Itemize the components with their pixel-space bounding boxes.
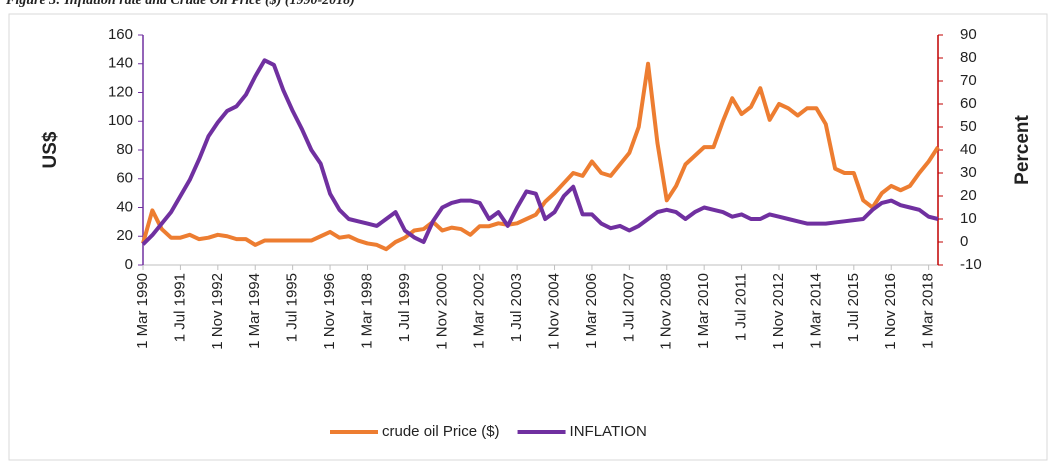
- y-tick-label: 120: [108, 83, 133, 100]
- x-tick-label: 1 Mar 2014: [807, 273, 824, 349]
- y2-tick-label: -10: [960, 256, 982, 273]
- x-tick-label: 1 Jul 1991: [171, 273, 188, 342]
- x-tick-label: 1 Jul 2015: [845, 273, 862, 342]
- y-axis-label: US$: [40, 131, 61, 168]
- y2-tick-label: 10: [960, 210, 977, 227]
- y-tick-label: 0: [125, 256, 133, 273]
- y-tick-label: 100: [108, 112, 133, 129]
- x-tick-label: 1 Nov 2008: [658, 273, 675, 350]
- line-series: [141, 58, 939, 246]
- y-tick-label: 160: [108, 26, 133, 43]
- legend-label: INFLATION: [570, 423, 647, 440]
- x-tick-label: 1 Jul 2003: [508, 273, 525, 342]
- legend-label: crude oil Price ($): [382, 423, 500, 440]
- x-tick-label: 1 Jul 2007: [620, 273, 637, 342]
- x-tick-label: 1 Mar 2018: [920, 273, 937, 349]
- y-tick-label: 80: [116, 141, 133, 158]
- x-tick-label: 1 Nov 1996: [321, 273, 338, 350]
- y-tick-label: 140: [108, 55, 133, 72]
- y2-tick-label: 90: [960, 26, 977, 43]
- x-tick-label: 1 Nov 2016: [882, 273, 899, 350]
- figure-caption: Figure 3: Inflation rate and Crude Oil P…: [5, 0, 355, 8]
- y-tick-label: 20: [116, 227, 133, 244]
- y2-tick-label: 40: [960, 141, 977, 158]
- chart-border: [8, 13, 1048, 461]
- x-tick-label: 1 Mar 2006: [583, 273, 600, 349]
- x-tick-label: 1 Mar 2010: [695, 273, 712, 349]
- x-tick-label: 1 Mar 1998: [358, 273, 375, 349]
- y2-tick-label: 80: [960, 49, 977, 66]
- y2-tick-label: 60: [960, 95, 977, 112]
- x-tick-label: 1 Jul 2011: [733, 273, 750, 341]
- x-tick-label: 1 Jul 1995: [284, 273, 301, 342]
- y2-tick-label: 50: [960, 118, 977, 135]
- x-tick-label: 1 Mar 1990: [134, 273, 151, 349]
- y-tick-label: 60: [116, 170, 133, 187]
- y2-tick-label: 20: [960, 187, 977, 204]
- y2-tick-label: 0: [960, 233, 968, 250]
- x-tick-label: 1 Nov 1992: [209, 273, 226, 350]
- y2-axis-label: Percent: [1012, 114, 1033, 184]
- x-tick-label: 1 Mar 1994: [246, 273, 263, 349]
- x-tick-label: 1 Nov 2004: [545, 273, 562, 350]
- x-tick-label: 1 Mar 2002: [471, 273, 488, 349]
- y2-tick-label: 70: [960, 72, 977, 89]
- x-tick-label: 1 Jul 1999: [396, 273, 413, 342]
- x-tick-label: 1 Nov 2012: [770, 273, 787, 350]
- y2-tick-label: 30: [960, 164, 977, 181]
- x-tick-label: 1 Nov 2000: [433, 273, 450, 350]
- y-tick-label: 40: [116, 198, 133, 215]
